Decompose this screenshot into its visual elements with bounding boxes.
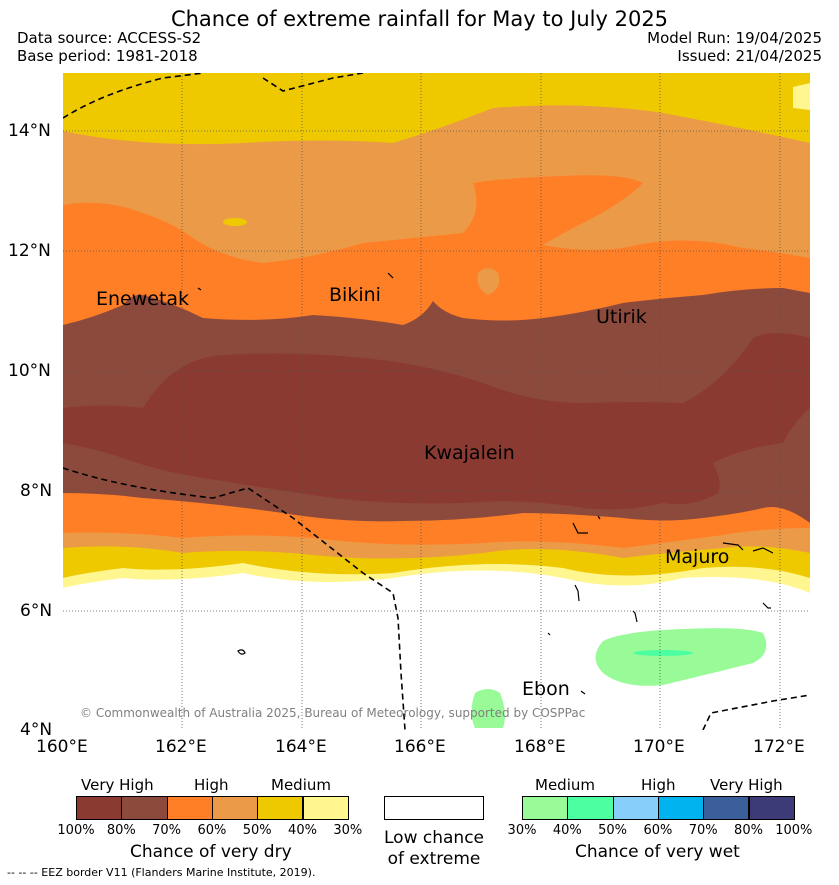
- wet-swatch-4: [703, 796, 750, 820]
- neutral-legend-line1: Low chance: [384, 828, 484, 848]
- wet-level-high: High: [641, 776, 676, 794]
- wet-swatch-5: [748, 796, 795, 820]
- wet-swatch-3: [657, 796, 705, 820]
- eez-border: [63, 73, 810, 730]
- wet-tick-0: 30%: [507, 823, 537, 838]
- lat-label-12: 12°N: [8, 241, 51, 261]
- lat-label-14: 14°N: [8, 121, 51, 141]
- wet-area-40-50: [633, 650, 693, 656]
- dry-tick-5: 40%: [288, 823, 317, 838]
- dry-legend-title: Chance of very dry: [130, 842, 292, 862]
- data-source-label: Data source: ACCESS-S2: [17, 29, 202, 47]
- lon-label-164: 164°E: [275, 737, 327, 757]
- neutral-swatch: [384, 796, 484, 820]
- lon-label-162: 162°E: [155, 737, 207, 757]
- lon-label-168: 168°E: [514, 737, 566, 757]
- dry-swatch-4: [257, 796, 304, 820]
- place-label-enewetak: Enewetak: [96, 288, 190, 310]
- lon-label-170: 170°E: [633, 737, 685, 757]
- band-dry-40-50-dot: [223, 218, 247, 226]
- base-period-label: Base period: 1981-2018: [17, 47, 198, 65]
- lon-label-172: 172°E: [753, 737, 805, 757]
- wet-tick-1: 40%: [552, 823, 582, 838]
- lat-label-8: 8°N: [20, 481, 53, 501]
- band-dry-50-60-blob: [477, 268, 500, 295]
- lon-label-166: 166°E: [394, 737, 446, 757]
- copyright-notice: © Commonwealth of Australia 2025, Bureau…: [80, 706, 586, 720]
- dry-level-medium: Medium: [271, 776, 331, 794]
- lon-label-160: 160°E: [36, 737, 88, 757]
- dry-tick-3: 60%: [197, 823, 227, 838]
- lat-label-6: 6°N: [20, 601, 53, 621]
- neutral-legend-line2: of extreme: [387, 849, 481, 869]
- lat-label-10: 10°N: [8, 361, 51, 381]
- wet-tick-6: 100%: [775, 823, 813, 838]
- wet-swatch-1: [567, 796, 614, 820]
- wet-tick-4: 70%: [688, 823, 718, 838]
- wet-area-30-40: [595, 628, 767, 686]
- wet-tick-3: 60%: [643, 823, 673, 838]
- rainfall-map: [63, 73, 810, 730]
- dry-swatch-1: [121, 796, 168, 820]
- wet-swatch-0: [522, 796, 569, 820]
- issued-label: Issued: 21/04/2025: [677, 47, 822, 65]
- dry-level-high: High: [194, 776, 229, 794]
- wet-area-ebon: [471, 689, 505, 728]
- island-outlines: [197, 272, 774, 695]
- dry-swatch-2: [166, 796, 213, 820]
- lat-label-4: 4°N: [20, 720, 53, 740]
- place-label-utirik: Utirik: [596, 306, 647, 328]
- wet-tick-2: 50%: [598, 823, 628, 838]
- dry-tick-4: 50%: [242, 823, 272, 838]
- wet-swatch-2: [612, 796, 659, 820]
- dry-level-very-high: Very High: [81, 776, 154, 794]
- wet-level-medium: Medium: [535, 776, 595, 794]
- band-dry-80-100: [63, 333, 810, 510]
- wet-level-very-high: Very High: [710, 776, 783, 794]
- dry-tick-0: 100%: [57, 823, 95, 838]
- dry-swatch-3: [211, 796, 259, 820]
- eez-footnote: -- -- -- EEZ border V11 (Flanders Marine…: [7, 866, 316, 879]
- dry-swatch-0: [76, 796, 123, 820]
- place-label-bikini: Bikini: [329, 284, 381, 306]
- map-title: Chance of extreme rainfall for May to Ju…: [170, 7, 669, 31]
- place-label-majuro: Majuro: [665, 546, 730, 568]
- wet-legend-title: Chance of very wet: [575, 842, 740, 862]
- dry-tick-6: 30%: [333, 823, 363, 838]
- place-label-ebon: Ebon: [522, 678, 570, 700]
- dry-tick-1: 80%: [106, 823, 136, 838]
- wet-tick-5: 80%: [734, 823, 763, 838]
- dry-swatch-5: [302, 796, 349, 820]
- place-label-kwajalein: Kwajalein: [424, 442, 515, 464]
- model-run-label: Model Run: 19/04/2025: [647, 29, 822, 47]
- dry-tick-2: 70%: [152, 823, 182, 838]
